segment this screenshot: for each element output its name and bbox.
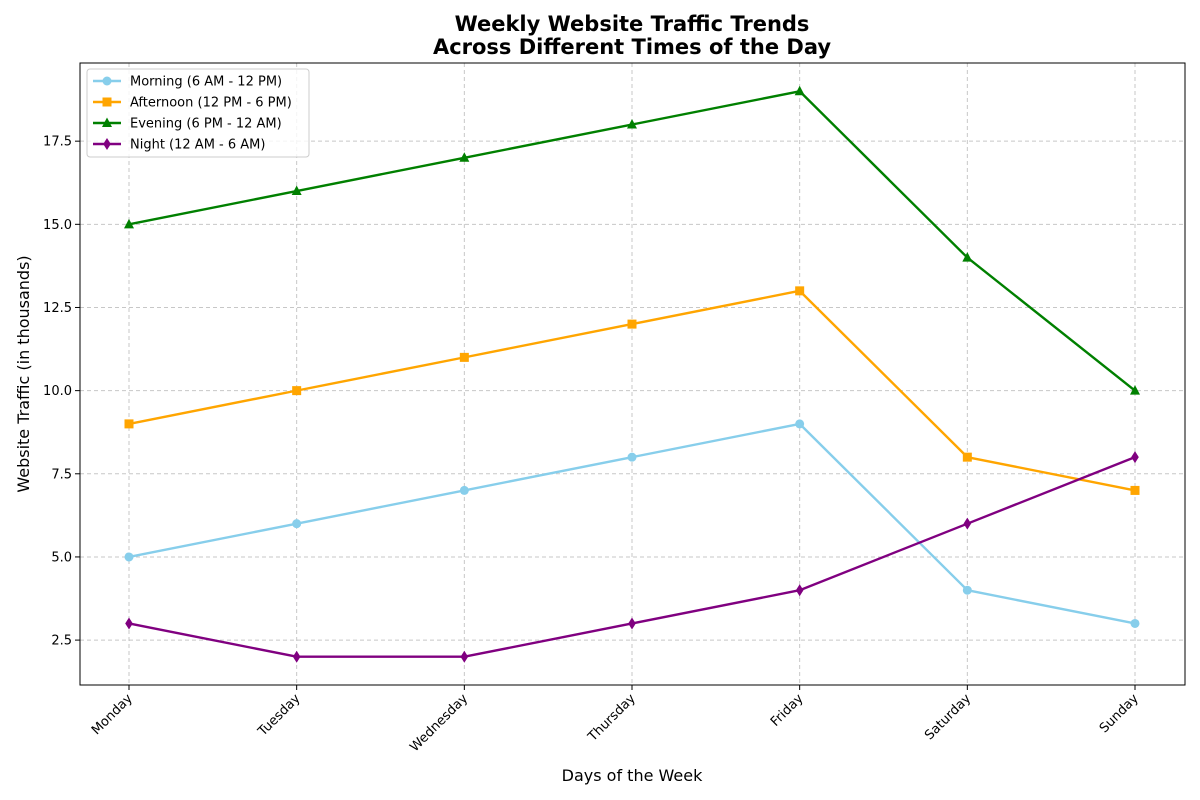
data-point <box>292 650 301 663</box>
series-1 <box>124 286 1140 495</box>
data-point <box>628 617 636 630</box>
legend-item: Evening (6 PM - 12 AM) <box>93 117 282 132</box>
legend-marker <box>103 138 111 150</box>
y-tick-label: 12.5 <box>43 301 72 316</box>
legend-label: Morning (6 AM - 12 PM) <box>130 75 282 90</box>
x-axis-label: Days of the Week <box>562 766 703 785</box>
chart-title-line-2: Across Different Times of the Day <box>433 35 831 59</box>
legend-marker <box>102 76 112 86</box>
series-3 <box>125 451 1139 663</box>
legend-marker <box>102 97 112 107</box>
x-tick-label: Thursday <box>585 691 639 745</box>
data-point <box>795 286 805 296</box>
data-point <box>459 352 469 362</box>
y-tick-label: 10.0 <box>43 384 72 399</box>
x-tick-label: Sunday <box>1097 691 1142 736</box>
chart-title-line-1: Weekly Website Traffic Trends <box>455 12 810 36</box>
data-point <box>962 252 973 262</box>
legend-marker <box>102 117 112 127</box>
data-point <box>124 552 134 562</box>
data-point <box>292 386 302 396</box>
data-point <box>794 85 805 96</box>
series-0 <box>124 419 1140 628</box>
x-tick-label: Tuesday <box>255 691 304 740</box>
data-point <box>962 585 972 595</box>
y-tick-label: 15.0 <box>43 218 72 233</box>
legend-label: Evening (6 PM - 12 AM) <box>130 117 282 132</box>
data-point <box>292 519 302 529</box>
data-point <box>627 319 637 329</box>
data-point <box>795 584 804 597</box>
data-point <box>1130 618 1140 628</box>
x-tick-label: Wednesday <box>407 691 471 755</box>
legend-item: Afternoon (12 PM - 6 PM) <box>93 96 292 111</box>
data-point <box>125 617 133 630</box>
x-tick-label: Saturday <box>922 691 974 743</box>
data-point <box>459 152 470 162</box>
data-point <box>1131 451 1139 464</box>
data-point <box>1130 385 1140 395</box>
legend-label: Night (12 AM - 6 AM) <box>130 138 265 153</box>
data-point <box>124 218 134 229</box>
legend-item: Morning (6 AM - 12 PM) <box>93 75 282 90</box>
x-axis: Monday Tuesday Wednesday Thursday Friday Satu… <box>89 685 1142 755</box>
data-point <box>795 419 805 429</box>
legend-item: Night (12 AM - 6 AM) <box>93 138 265 153</box>
legend-label: Afternoon (12 PM - 6 PM) <box>130 96 292 111</box>
legend-box <box>86 68 310 158</box>
data-point <box>459 485 469 495</box>
data-point <box>291 185 302 196</box>
data-point <box>1130 485 1140 495</box>
legend: Morning (6 AM - 12 PM) Afternoon (12 PM -… <box>86 68 310 158</box>
data-point <box>627 119 637 129</box>
y-tick-label: 5.0 <box>51 550 72 565</box>
y-axis-label: Website Traffic (in thousands) <box>14 255 33 492</box>
x-tick-label: Friday <box>768 691 807 730</box>
data-point <box>124 419 134 429</box>
y-tick-label: 7.5 <box>51 467 72 482</box>
x-tick-label: Monday <box>89 691 136 738</box>
data-point <box>627 452 637 462</box>
y-tick-label: 2.5 <box>51 634 72 649</box>
data-point <box>460 650 469 663</box>
series-lines <box>124 85 1140 663</box>
y-axis: 2.5 5.0 7.5 10.0 12.5 15.0 17.5 <box>43 135 80 649</box>
series-2 <box>124 85 1140 395</box>
data-point <box>962 452 972 462</box>
y-tick-label: 17.5 <box>43 135 72 150</box>
data-point <box>963 517 972 530</box>
